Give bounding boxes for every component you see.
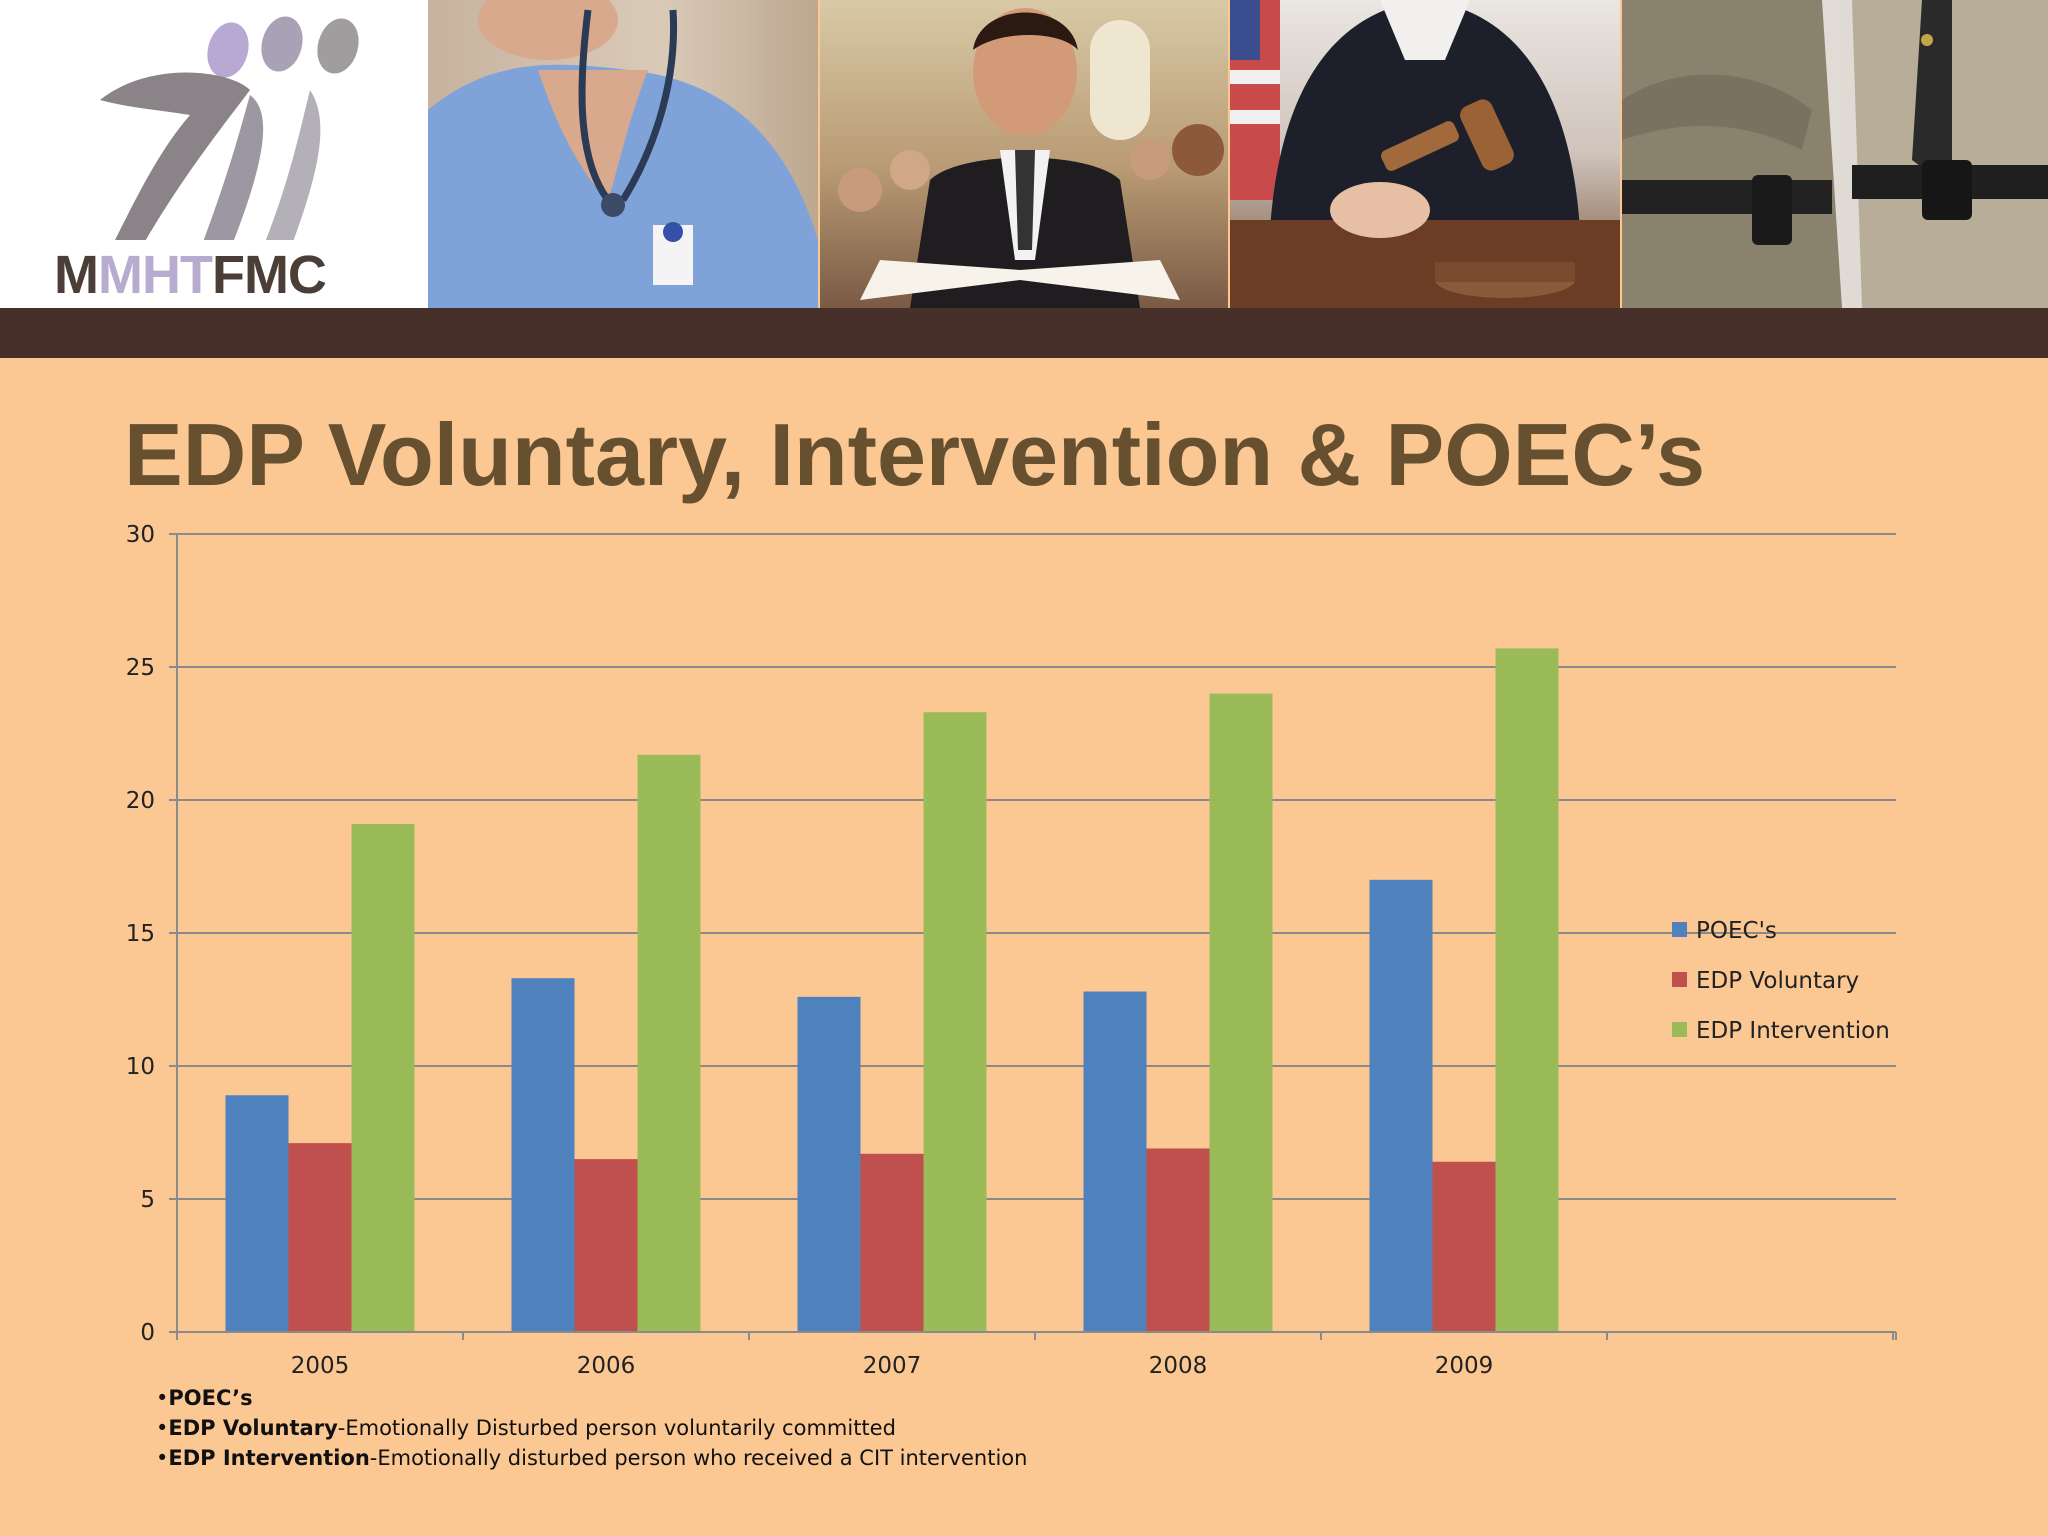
bar (923, 712, 987, 1332)
bar (637, 754, 701, 1332)
y-tick-label: 0 (140, 1320, 155, 1346)
x-tick-label: 2009 (1435, 1353, 1494, 1379)
bar (288, 1143, 352, 1332)
legend-swatch (1672, 972, 1687, 987)
bar (574, 1159, 638, 1332)
bullet-icon: • (156, 1446, 169, 1470)
logo-text-part: MHT (97, 245, 213, 305)
bar (1369, 879, 1433, 1332)
bar (860, 1153, 924, 1332)
judge-photo (1230, 0, 1620, 308)
logo-text: MMHTFMC (54, 244, 327, 306)
police-illustration (1622, 0, 2048, 308)
y-tick-label: 5 (140, 1187, 155, 1213)
note-term: EDP Voluntary (168, 1416, 338, 1440)
bullet-icon: • (156, 1386, 169, 1410)
logo-text-part: FMC (211, 245, 327, 305)
bar (511, 978, 575, 1332)
note-description: -Emotionally Disturbed person voluntaril… (337, 1416, 896, 1440)
x-tick-label: 2007 (863, 1353, 922, 1379)
pastor-photo (820, 0, 1228, 308)
bullet-icon: • (156, 1416, 169, 1440)
logo-mark-icon (100, 16, 359, 240)
bar (351, 823, 415, 1332)
bar (225, 1095, 289, 1332)
x-tick-label: 2005 (291, 1353, 350, 1379)
header-banner: MMHTFMC (0, 0, 2048, 308)
police-photo (1622, 0, 2048, 308)
legend-label: EDP Intervention (1696, 1018, 1890, 1044)
x-tick-label: 2006 (577, 1353, 636, 1379)
y-tick-label: 25 (126, 655, 155, 681)
legend-swatch (1672, 1022, 1687, 1037)
legend-label: EDP Voluntary (1696, 968, 1859, 994)
bar (797, 996, 861, 1332)
logo-panel: MMHTFMC (0, 0, 428, 308)
note-item: •POEC’s (156, 1383, 1027, 1413)
logo-text-part: M (54, 245, 99, 305)
notes-list: •POEC’s •EDP Voluntary-Emotionally Distur… (156, 1383, 1027, 1473)
y-tick-label: 15 (126, 921, 155, 947)
header-divider-band (0, 308, 2048, 358)
note-item: •EDP Voluntary-Emotionally Disturbed per… (156, 1413, 1027, 1443)
slide-title: EDP Voluntary, Intervention & POEC’s (124, 405, 1706, 504)
note-term: EDP Intervention (168, 1446, 370, 1470)
pastor-illustration (838, 8, 1224, 308)
note-term: POEC’s (168, 1386, 253, 1410)
x-tick-label: 2008 (1149, 1353, 1208, 1379)
judge-illustration (1230, 0, 1620, 308)
nurse-photo (428, 0, 818, 308)
y-tick-label: 20 (126, 788, 155, 814)
bar (1083, 991, 1147, 1332)
bar (1209, 693, 1273, 1332)
note-description: -Emotionally disturbed person who receiv… (369, 1446, 1028, 1470)
bar (1146, 1148, 1210, 1332)
note-item: •EDP Intervention-Emotionally disturbed … (156, 1443, 1027, 1473)
legend-label: POEC's (1696, 918, 1777, 944)
bar (1432, 1161, 1496, 1332)
legend-swatch (1672, 922, 1687, 937)
nurse-illustration (428, 0, 818, 308)
y-tick-label: 10 (126, 1054, 155, 1080)
bar (1495, 648, 1559, 1332)
y-tick-label: 30 (126, 522, 155, 548)
